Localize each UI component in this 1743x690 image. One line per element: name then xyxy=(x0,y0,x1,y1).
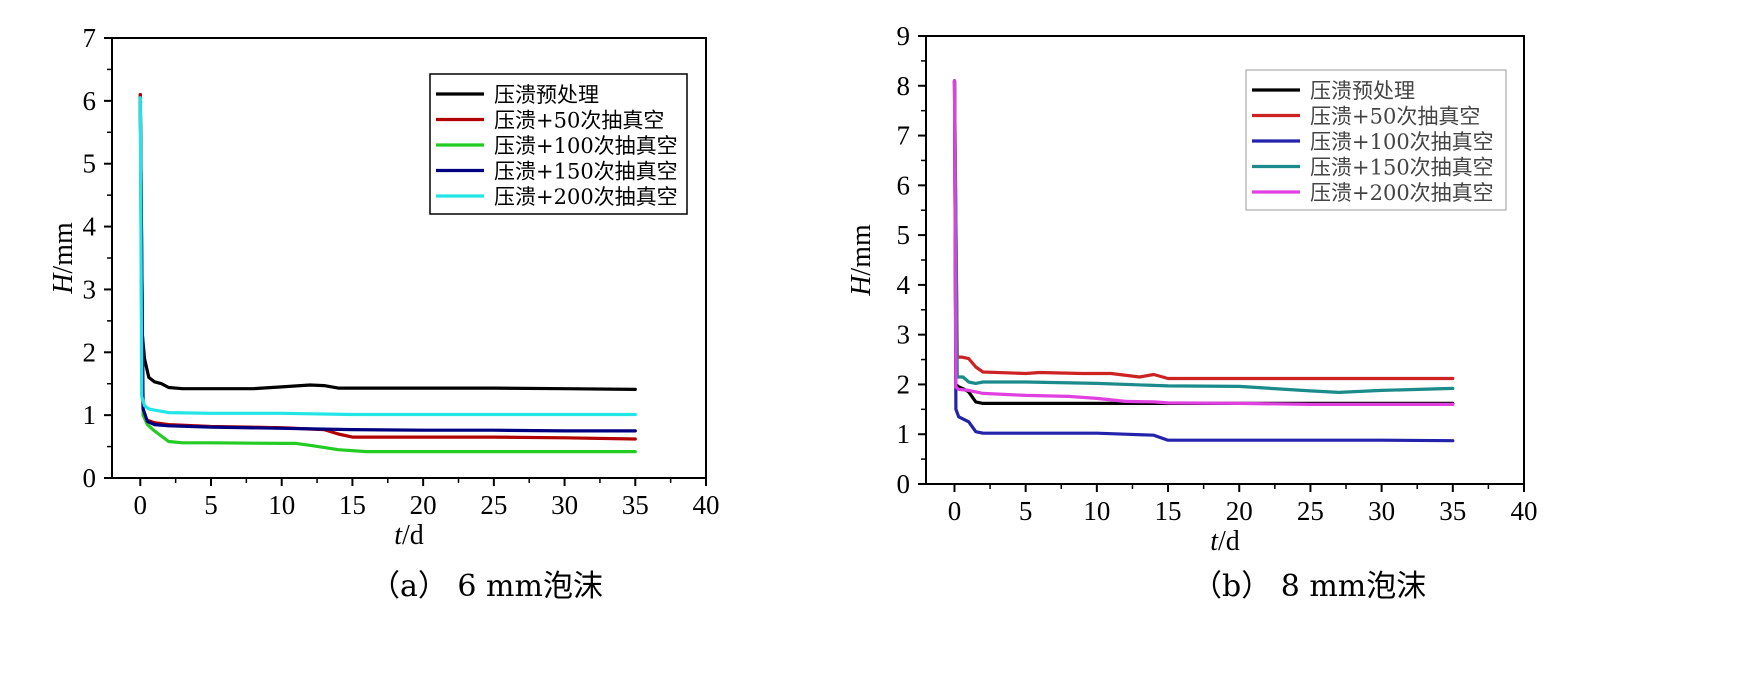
y-tick-label: 6 xyxy=(897,170,911,200)
y-tick-label: 4 xyxy=(83,212,97,242)
series-line-2 xyxy=(952,79,1455,381)
y-tick-label: 1 xyxy=(83,400,97,430)
legend-label: 压溃+200次抽真空 xyxy=(494,185,678,209)
figure-caption: （a） 6 mm泡沫 xyxy=(370,569,603,604)
y-tick-label: 1 xyxy=(897,419,911,449)
legend-label: 压溃+100次抽真空 xyxy=(1310,130,1494,154)
x-tick-label: 35 xyxy=(622,490,649,520)
x-tick-label: 10 xyxy=(268,490,295,520)
x-tick-label: 10 xyxy=(1083,496,1110,526)
x-axis-label: t/d xyxy=(394,520,424,551)
figure-caption: （b） 8 mm泡沫 xyxy=(1192,569,1426,604)
legend-label: 压溃+100次抽真空 xyxy=(494,134,678,158)
y-tick-label: 9 xyxy=(897,21,911,51)
y-tick-label: 7 xyxy=(897,121,911,151)
y-tick-label: 2 xyxy=(83,337,97,367)
x-tick-label: 20 xyxy=(1226,496,1253,526)
legend-label: 压溃+200次抽真空 xyxy=(1310,181,1494,205)
x-tick-label: 15 xyxy=(339,490,366,520)
x-tick-label: 30 xyxy=(551,490,578,520)
x-tick-label: 35 xyxy=(1439,496,1466,526)
series-line-1 xyxy=(138,92,637,391)
x-tick-label: 0 xyxy=(134,490,148,520)
series-line-4 xyxy=(138,99,637,433)
y-axis-label: H/mm xyxy=(48,222,79,295)
y-tick-label: 4 xyxy=(897,270,911,300)
x-tick-label: 5 xyxy=(1019,496,1033,526)
legend-label: 压溃预处理 xyxy=(494,83,599,107)
legend-label: 压溃+150次抽真空 xyxy=(494,160,678,184)
legend-label: 压溃+150次抽真空 xyxy=(1310,156,1494,180)
series-line-5 xyxy=(952,79,1455,406)
x-tick-label: 25 xyxy=(480,490,507,520)
x-tick-label: 40 xyxy=(1511,496,1538,526)
x-tick-label: 15 xyxy=(1155,496,1182,526)
y-tick-label: 0 xyxy=(83,463,97,493)
y-tick-label: 6 xyxy=(83,86,97,116)
chart-a: 0 5 10 15 20 25 30 35 40 0 1 2 3 4 5 6 7 t/d H/mm 压溃预处理压溃+5… xyxy=(48,23,720,604)
y-tick-label: 5 xyxy=(83,149,97,179)
x-axis-label: t/d xyxy=(1210,526,1240,557)
y-tick-label: 3 xyxy=(83,274,97,304)
series-line-3 xyxy=(952,79,1455,443)
x-tick-label: 30 xyxy=(1368,496,1395,526)
y-tick-label: 7 xyxy=(83,23,97,53)
y-tick-label: 3 xyxy=(897,320,911,350)
y-axis-label: H/mm xyxy=(846,224,877,297)
x-tick-label: 25 xyxy=(1297,496,1324,526)
chart-b: 0 5 10 15 20 25 30 35 400123456789t/dH/mm压溃预处理压溃… xyxy=(846,21,1538,604)
y-tick-label: 2 xyxy=(897,369,911,399)
series-line-3 xyxy=(138,99,637,454)
y-tick-label: 5 xyxy=(897,220,911,250)
y-tick-label: 0 xyxy=(897,469,911,499)
x-tick-label: 0 xyxy=(948,496,962,526)
x-tick-label: 20 xyxy=(410,490,437,520)
legend-label: 压溃+50次抽真空 xyxy=(1310,105,1480,129)
y-tick-label: 8 xyxy=(897,71,911,101)
series-line-5 xyxy=(138,96,637,417)
series-line-4 xyxy=(952,79,1455,394)
x-tick-label: 40 xyxy=(693,490,720,520)
x-tick-label: 5 xyxy=(204,490,218,520)
legend-label: 压溃预处理 xyxy=(1310,79,1415,103)
legend-label: 压溃+50次抽真空 xyxy=(494,109,664,133)
